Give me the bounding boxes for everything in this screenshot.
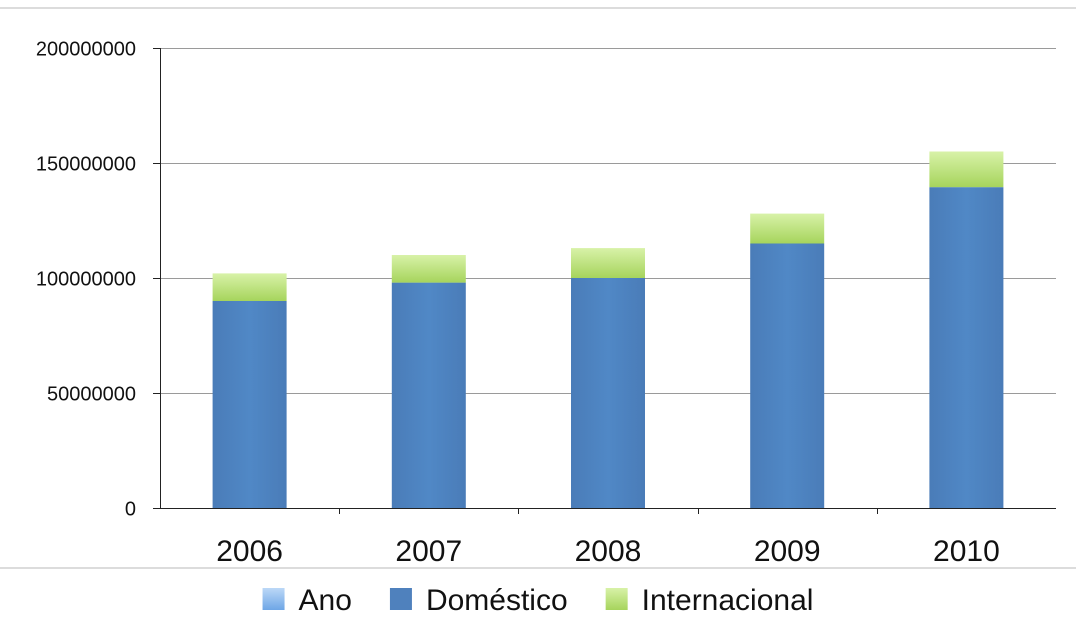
bars (212, 151, 1004, 508)
x-tick-label: 2006 (216, 535, 283, 568)
x-axis-tick-labels: 2006 2007 2008 2009 2010 (216, 535, 1000, 568)
axes (153, 48, 1056, 514)
legend-label: Internacional (642, 584, 814, 617)
y-tick-label: 200000000 (36, 39, 136, 61)
x-tick-label: 2010 (933, 535, 1000, 568)
bar-internacional-2006 (212, 273, 287, 301)
legend-label: Ano (299, 584, 352, 617)
legend-swatch (262, 588, 285, 610)
y-tick-label: 50000000 (47, 384, 136, 406)
legend-swatch (605, 588, 628, 610)
y-tick-label: 0 (125, 499, 136, 521)
bar-domestico-2009 (750, 243, 825, 508)
y-tick-label: 150000000 (36, 154, 136, 176)
bar-internacional-2007 (391, 255, 466, 283)
y-axis-tick-labels: 0 50000000 100000000 150000000 200000000 (36, 39, 136, 521)
bar-internacional-2010 (929, 151, 1004, 188)
bar-internacional-2008 (571, 248, 645, 278)
legend-label: Doméstico (426, 584, 568, 617)
bar-domestico-2010 (929, 187, 1004, 508)
x-tick-label: 2007 (395, 535, 462, 568)
bar-domestico-2006 (212, 301, 287, 508)
bar-domestico-2008 (571, 278, 645, 508)
x-tick-label: 2008 (575, 535, 642, 568)
y-tick-label: 100000000 (36, 269, 136, 291)
x-tick-label: 2009 (754, 535, 821, 568)
legend-swatch (389, 588, 412, 610)
bar-internacional-2009 (750, 213, 825, 244)
bar-domestico-2007 (391, 282, 466, 508)
legend: Ano Doméstico Internacional (262, 584, 814, 617)
